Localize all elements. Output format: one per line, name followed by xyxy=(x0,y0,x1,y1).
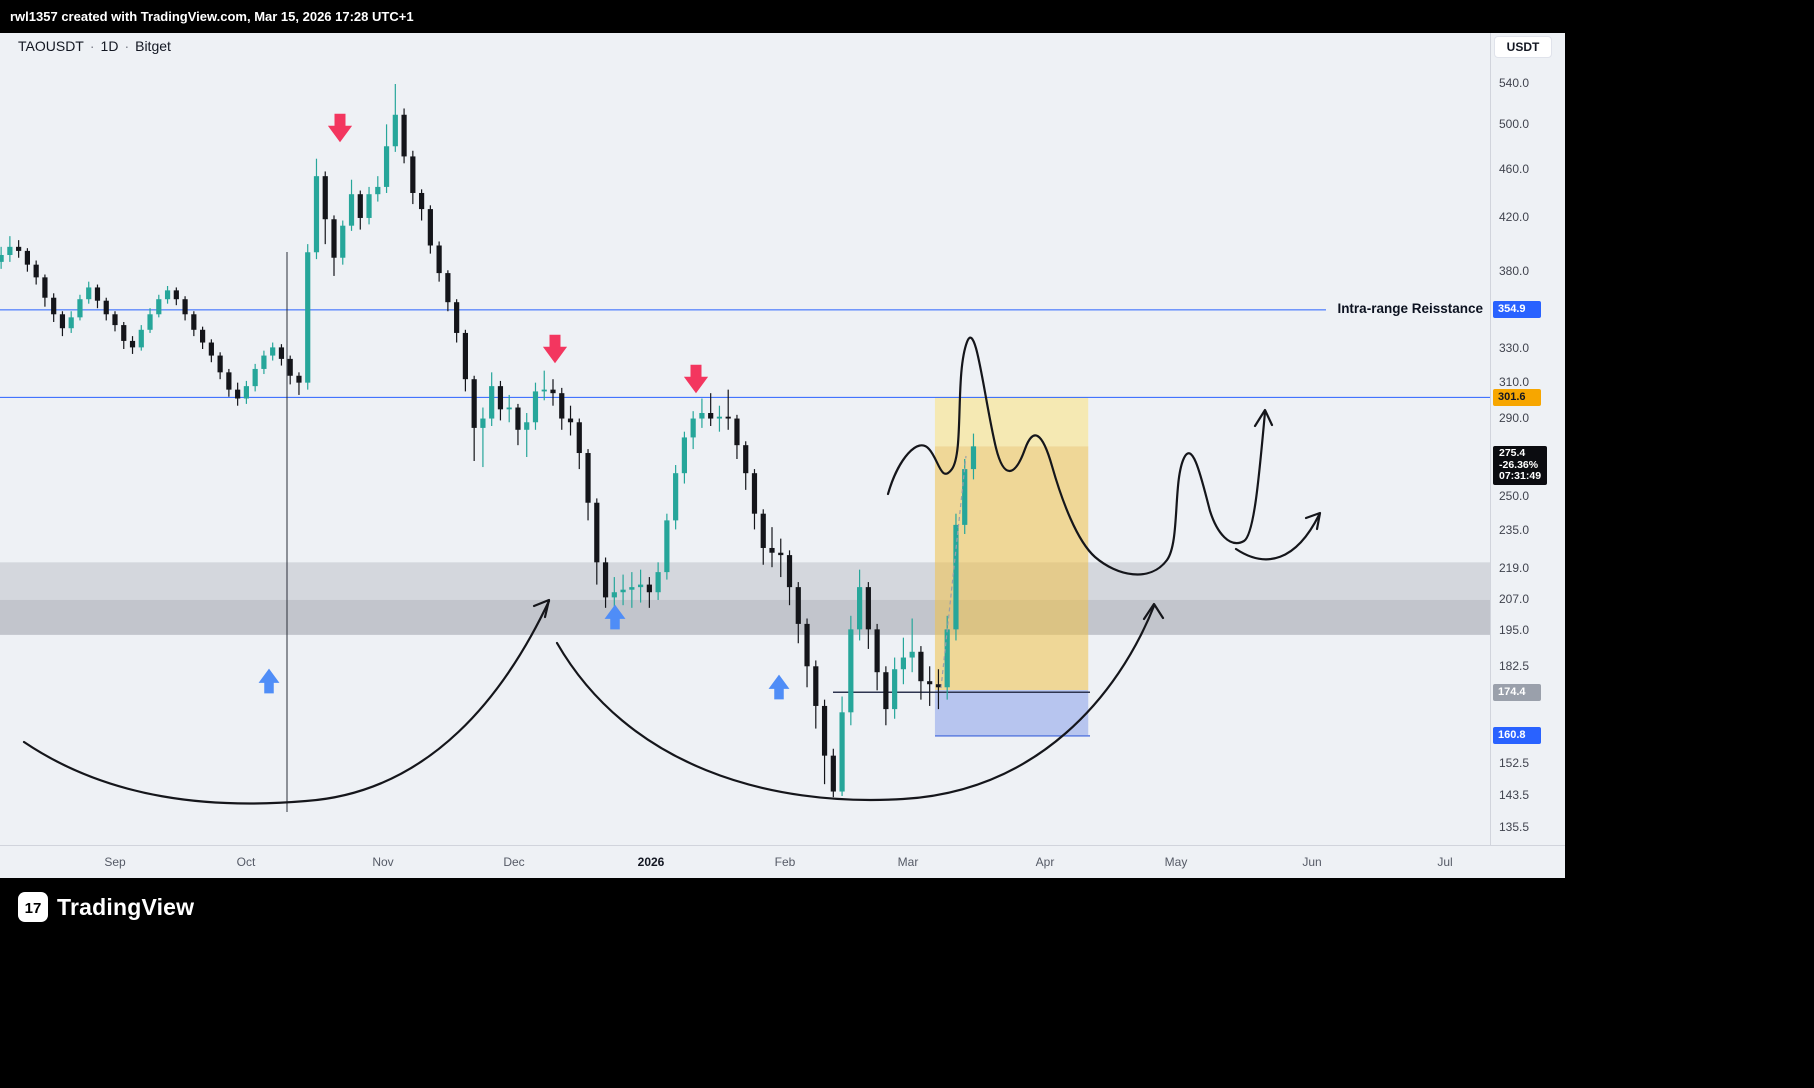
current-price-line: 275.4 xyxy=(1499,447,1526,459)
price-level-label[interactable]: 174.4 xyxy=(1493,684,1541,701)
price-tick: 143.5 xyxy=(1499,788,1530,802)
current-price-label: 275.4 -26.36% 07:31:49 xyxy=(1493,446,1548,485)
time-label: Sep xyxy=(104,855,126,869)
price-level-label[interactable]: 354.9 xyxy=(1493,301,1541,318)
price-tick: 540.0 xyxy=(1499,76,1530,90)
price-tick: 500.0 xyxy=(1499,117,1530,131)
price-tick: 420.0 xyxy=(1499,210,1530,224)
price-tick: 380.0 xyxy=(1499,264,1530,278)
price-level-label[interactable]: 301.6 xyxy=(1493,389,1541,406)
current-price-line: 07:31:49 xyxy=(1499,470,1542,482)
time-label: Apr xyxy=(1035,855,1055,869)
price-tick: 250.0 xyxy=(1499,489,1530,503)
currency-toggle-button[interactable]: USDT xyxy=(1494,36,1552,58)
price-tick: 195.0 xyxy=(1499,623,1530,637)
chart-canvas[interactable] xyxy=(0,33,1565,845)
current-price-line: -26.36% xyxy=(1499,458,1539,471)
tradingview-wordmark: TradingView xyxy=(57,893,195,920)
price-tick: 152.5 xyxy=(1499,756,1530,770)
time-label: Nov xyxy=(372,855,394,869)
symbol-name[interactable]: TAOUSDT xyxy=(18,38,84,54)
interval-label[interactable]: 1D xyxy=(100,38,119,54)
price-tick: 182.5 xyxy=(1499,659,1530,673)
attribution-bar: rwl1357 created with TradingView.com, Ma… xyxy=(0,0,1814,33)
price-tick: 207.0 xyxy=(1499,592,1530,606)
price-tick: 235.0 xyxy=(1499,523,1530,537)
price-tick: 219.0 xyxy=(1499,561,1530,575)
time-label: Dec xyxy=(503,855,525,869)
tradingview-logo-icon: 17 xyxy=(18,892,48,922)
separator-dot: · xyxy=(124,38,130,54)
symbol-header[interactable]: TAOUSDT · 1D · Bitget xyxy=(18,38,171,54)
svg-text:17: 17 xyxy=(25,900,42,917)
price-tick: 290.0 xyxy=(1499,411,1530,425)
attribution-text: rwl1357 created with TradingView.com, Ma… xyxy=(10,9,414,24)
time-axis[interactable]: Sep Oct Nov Dec 2026 Feb Mar Apr May Jun Jul xyxy=(0,845,1565,878)
time-label: Feb xyxy=(774,855,796,869)
resistance-line-text[interactable]: Intra-range Reisstance xyxy=(1337,301,1483,316)
time-label: Jul xyxy=(1437,855,1453,869)
price-axis[interactable]: 540.0 500.0 460.0 420.0 380.0 330.0 310.0 290.0… xyxy=(1490,33,1565,845)
price-tick: 135.5 xyxy=(1499,820,1530,834)
time-label: 2026 xyxy=(637,855,665,869)
time-label: Jun xyxy=(1302,855,1322,869)
time-label: Mar xyxy=(897,855,919,869)
price-tick: 460.0 xyxy=(1499,162,1530,176)
price-level-label[interactable]: 160.8 xyxy=(1493,727,1541,744)
time-label: Oct xyxy=(236,855,256,869)
price-tick: 330.0 xyxy=(1499,341,1530,355)
time-label: May xyxy=(1164,855,1188,869)
price-tick: 310.0 xyxy=(1499,375,1530,389)
separator-dot: · xyxy=(89,38,95,54)
exchange-label: Bitget xyxy=(135,38,171,54)
footer-bar: 17 TradingView xyxy=(0,878,1814,1088)
tradingview-logo[interactable]: 17 TradingView xyxy=(18,892,194,922)
